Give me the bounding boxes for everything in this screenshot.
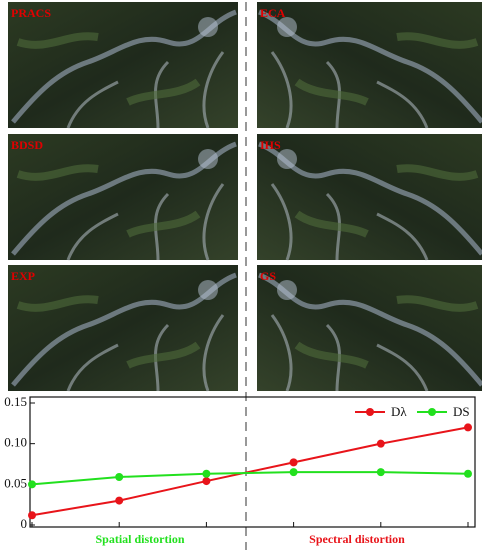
image-panel	[8, 265, 238, 391]
annotation: Spectral distortion	[309, 532, 405, 546]
panel-label: BDSD	[11, 138, 43, 152]
data-point	[376, 439, 385, 448]
panel-label: EXP	[11, 269, 35, 283]
data-point	[115, 473, 124, 482]
image-panel	[257, 2, 482, 128]
data-point	[289, 458, 298, 467]
legend-label: Dλ	[391, 404, 407, 419]
plot-frame	[29, 396, 476, 528]
y-tick-label: 0.15	[4, 394, 27, 409]
legend-marker	[428, 408, 436, 416]
data-point	[202, 477, 211, 486]
data-point	[289, 468, 298, 477]
y-tick-label: 0	[21, 516, 28, 531]
panel-label: PRACS	[11, 6, 51, 20]
image-panel	[257, 134, 482, 260]
data-point	[464, 469, 472, 478]
image-panel	[257, 265, 482, 391]
series-line	[31, 426, 469, 517]
image-panel	[8, 134, 238, 260]
image-panel	[8, 2, 238, 128]
annotation: Spatial distortion	[95, 532, 184, 546]
y-tick-label: 0.10	[4, 435, 27, 450]
series-line	[31, 471, 469, 486]
panel-label: IHS	[260, 138, 281, 152]
data-point	[202, 469, 211, 478]
data-point	[28, 480, 36, 489]
data-point	[28, 511, 36, 520]
legend-label: DS	[453, 404, 470, 419]
data-point	[115, 496, 124, 505]
panel-label: GS	[260, 269, 276, 283]
legend-marker	[366, 408, 374, 416]
data-point	[376, 468, 385, 477]
data-point	[464, 423, 472, 432]
y-tick-label: 0.05	[4, 475, 27, 490]
panel-label: ECA	[260, 6, 286, 20]
